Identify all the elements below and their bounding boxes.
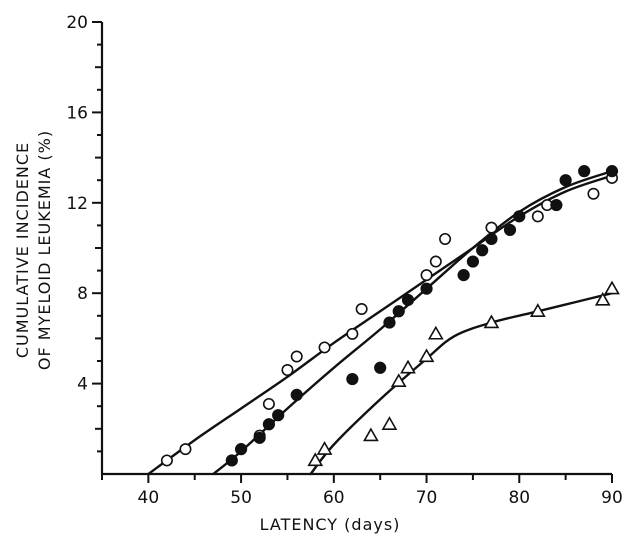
triangle-point — [400, 359, 416, 374]
x-axis-title: LATENCY (days) — [260, 515, 401, 534]
y-tick-label: 12 — [66, 194, 88, 214]
triangle-point — [381, 416, 398, 430]
triangle-point — [307, 452, 324, 467]
filled-circle-point — [513, 210, 526, 223]
filled-circle-point — [383, 316, 396, 329]
x-tick-label: 90 — [601, 488, 623, 508]
filled-circle-point — [253, 431, 266, 444]
x-tick-label: 70 — [416, 488, 438, 508]
filled-circle-point — [476, 244, 489, 257]
open-circle-point — [346, 327, 359, 340]
filled-circle-point — [272, 409, 285, 422]
x-axis-ticks: 40 50 60 70 80 90 — [101, 474, 623, 508]
y-tick-label: 16 — [66, 103, 88, 123]
triangle-point — [604, 280, 620, 295]
filled-circle-point — [578, 165, 591, 178]
triangle-point — [316, 441, 333, 455]
y-tick-label: 8 — [77, 284, 88, 304]
open-circle-point — [587, 187, 600, 200]
open-circle-point — [420, 269, 433, 282]
filled-circle-point — [401, 293, 415, 307]
x-tick-label: 50 — [230, 488, 252, 508]
y-axis-title-line1: CUMULATIVE INCIDENCE — [13, 142, 32, 358]
triangle-point — [363, 427, 379, 442]
filled-circle-point — [234, 443, 248, 456]
open-circle-point — [439, 232, 452, 245]
open-circle-point — [262, 397, 275, 410]
x-tick-label: 60 — [323, 488, 345, 508]
axes — [100, 22, 612, 476]
triangle-point — [529, 303, 546, 317]
filled-circle-point — [485, 232, 498, 246]
open-circle-point — [160, 454, 173, 467]
triangle-point — [390, 373, 407, 388]
open-circle-point — [281, 364, 294, 377]
triangle-point — [418, 348, 435, 363]
filled-circle-point — [346, 372, 359, 386]
filled-circle-point — [290, 388, 303, 401]
triangle-fit-curve — [309, 292, 614, 476]
y-tick-label: 20 — [66, 13, 88, 33]
open-circle-fit-curve — [147, 174, 614, 476]
filled-circle-point — [550, 198, 563, 212]
y-axis-ticks: 4 8 12 16 20 — [66, 13, 102, 453]
open-circle-point — [179, 443, 192, 456]
filled-circle-point — [466, 255, 480, 268]
open-circle-point — [318, 341, 331, 354]
filled-circle-point — [457, 269, 470, 282]
filled-circle-point — [225, 454, 238, 467]
data-points — [160, 165, 620, 467]
open-circle-point — [355, 303, 368, 316]
open-circle-point — [485, 221, 498, 234]
y-tick-label: 4 — [77, 375, 88, 395]
x-tick-label: 80 — [508, 488, 530, 508]
triangle-point — [483, 314, 500, 329]
open-circle-point — [429, 255, 442, 268]
filled-circle-point — [262, 418, 276, 431]
y-axis-title-line2: OF MYELOID LEUKEMIA (%) — [35, 130, 54, 370]
open-circle-point — [531, 210, 544, 223]
triangle-point — [594, 291, 611, 306]
filled-circle-point — [559, 174, 572, 187]
open-circle-point — [290, 350, 303, 363]
filled-circle-point — [374, 361, 387, 374]
filled-circle-point — [605, 165, 619, 178]
filled-circle-point — [392, 305, 405, 318]
triangle-point — [427, 325, 444, 340]
filled-circle-point — [503, 223, 517, 237]
filled-circle-point — [420, 282, 433, 295]
x-tick-label: 40 — [138, 488, 160, 508]
